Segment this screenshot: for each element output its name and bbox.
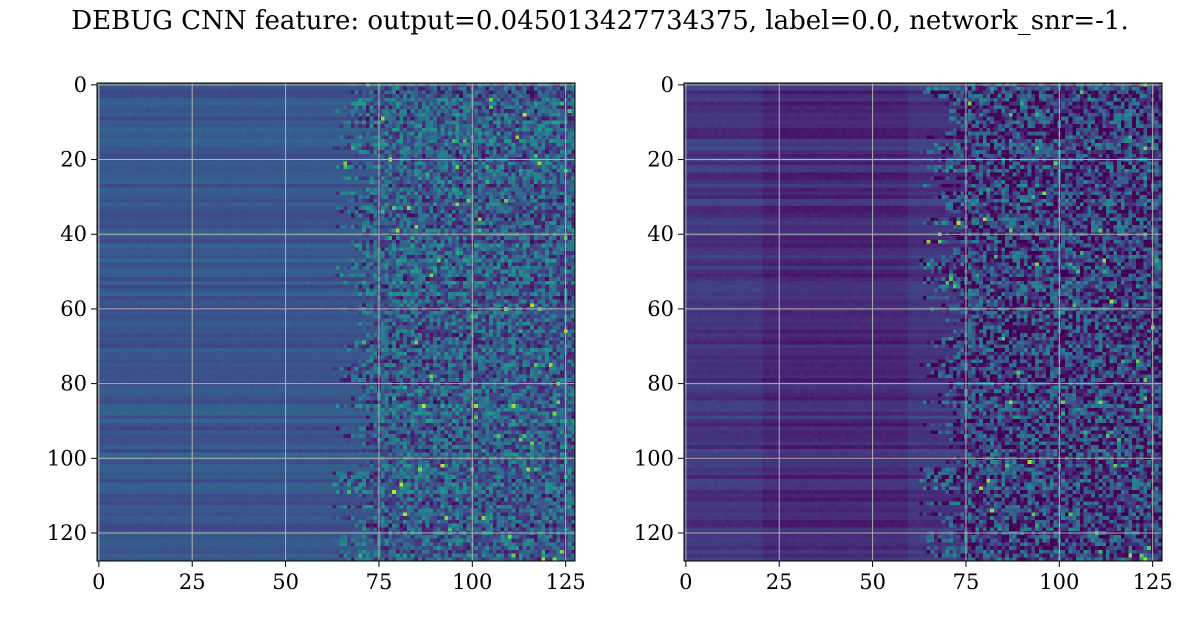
x-tick-label: 75 — [953, 570, 980, 594]
x-tick-label: 25 — [766, 570, 793, 594]
x-tick-label: 50 — [272, 570, 299, 594]
axes-frame — [96, 82, 576, 562]
x-tick-label: 100 — [452, 570, 492, 594]
y-tick-label: 20 — [60, 148, 87, 172]
y-tick-label: 20 — [647, 148, 674, 172]
y-tick-label: 100 — [634, 446, 674, 470]
heatmap-left-image — [97, 83, 575, 561]
x-tick-label: 0 — [679, 570, 692, 594]
y-tick-label: 40 — [647, 222, 674, 246]
x-tick-label: 125 — [546, 570, 586, 594]
heatmap-left-axes: 0 25 50 75 100 125 0 20 40 60 80 100 120 — [47, 73, 586, 594]
y-tick-label: 40 — [60, 222, 87, 246]
x-tick-label: 125 — [1133, 570, 1173, 594]
heatmap-right-image — [684, 83, 1162, 561]
x-tick-label: 25 — [179, 570, 206, 594]
axes-frame — [683, 82, 1163, 562]
x-tick-label: 0 — [92, 570, 105, 594]
x-tick-label: 100 — [1039, 570, 1079, 594]
y-tick-label: 120 — [47, 521, 87, 545]
y-tick-label: 120 — [634, 521, 674, 545]
y-tick-label: 80 — [60, 372, 87, 396]
heatmap-right-axes: 0 25 50 75 100 125 0 20 40 60 80 100 120 — [634, 73, 1173, 594]
y-tick-label: 80 — [647, 372, 674, 396]
y-tick-label: 60 — [60, 297, 87, 321]
x-tick-label: 50 — [859, 570, 886, 594]
figure-title: DEBUG CNN feature: output=0.045013427734… — [71, 6, 1129, 36]
y-tick-label: 100 — [47, 446, 87, 470]
y-tick-label: 0 — [661, 73, 674, 97]
x-tick-label: 75 — [366, 570, 393, 594]
y-tick-label: 60 — [647, 297, 674, 321]
y-tick-label: 0 — [74, 73, 87, 97]
heatmap-right: 0 25 50 75 100 125 0 20 40 60 80 100 120 — [634, 73, 1173, 594]
heatmap-left: 0 25 50 75 100 125 0 20 40 60 80 100 120 — [47, 73, 586, 594]
